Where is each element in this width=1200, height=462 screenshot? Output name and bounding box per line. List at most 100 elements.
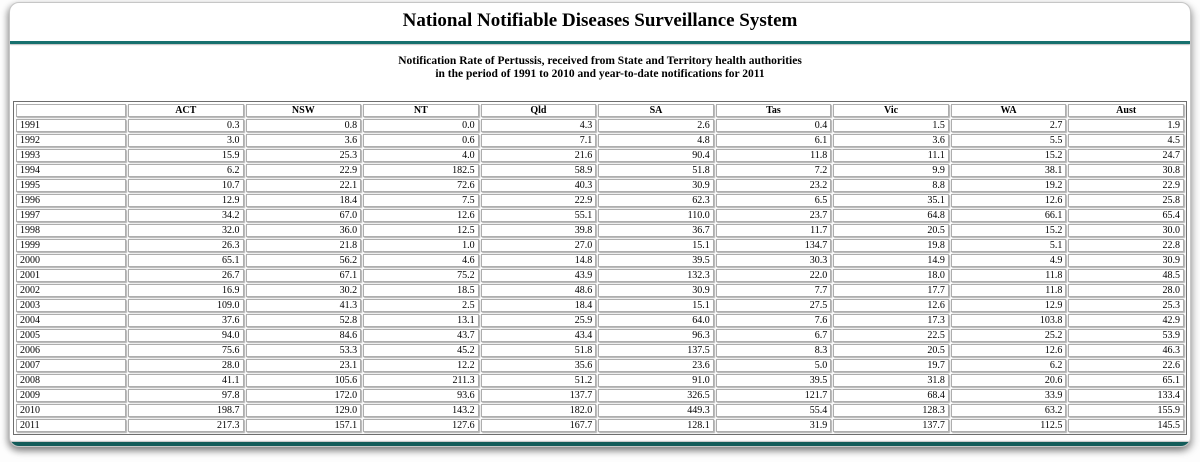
value-cell: 51.8 bbox=[598, 164, 714, 177]
value-cell: 36.7 bbox=[598, 224, 714, 237]
table-header: ACT NSW NT Qld SA Tas Vic WA Aust bbox=[16, 104, 1184, 117]
value-cell: 66.1 bbox=[950, 209, 1067, 222]
value-cell: 35.1 bbox=[833, 194, 949, 207]
value-cell: 157.1 bbox=[245, 419, 362, 432]
value-cell: 3.6 bbox=[245, 134, 362, 147]
value-cell: 12.5 bbox=[363, 224, 479, 237]
table-row: 2011 217.3 157.1 127.6 167.7 128.1 31.9 137.7 11… bbox=[16, 419, 1184, 432]
value-cell: 1.9 bbox=[1068, 119, 1184, 132]
value-cell: 4.3 bbox=[480, 119, 597, 132]
value-cell: 43.4 bbox=[480, 329, 597, 342]
report-subtitle-line2: in the period of 1991 to 2010 and year-t… bbox=[435, 68, 765, 80]
year-cell: 2001 bbox=[16, 269, 126, 282]
value-cell: 4.6 bbox=[363, 254, 479, 267]
value-cell: 17.3 bbox=[833, 314, 949, 327]
value-cell: 41.1 bbox=[128, 374, 244, 387]
value-cell: 39.5 bbox=[715, 374, 832, 387]
value-cell: 22.9 bbox=[480, 194, 597, 207]
year-cell: 1993 bbox=[16, 149, 126, 162]
value-cell: 19.8 bbox=[833, 239, 949, 252]
value-cell: 90.4 bbox=[598, 149, 714, 162]
value-cell: 10.7 bbox=[128, 179, 244, 192]
value-cell: 1.5 bbox=[833, 119, 949, 132]
value-cell: 52.8 bbox=[245, 314, 362, 327]
value-cell: 43.7 bbox=[363, 329, 479, 342]
value-cell: 37.6 bbox=[128, 314, 244, 327]
column-header: Vic bbox=[833, 104, 949, 117]
value-cell: 132.3 bbox=[598, 269, 714, 282]
value-cell: 33.9 bbox=[950, 389, 1067, 402]
column-header: SA bbox=[598, 104, 714, 117]
column-header: NT bbox=[363, 104, 479, 117]
value-cell: 12.6 bbox=[363, 209, 479, 222]
table-row: 1995 10.7 22.1 72.6 40.3 30.9 23.2 8.8 19.2 22.9 bbox=[16, 179, 1184, 192]
value-cell: 4.0 bbox=[363, 149, 479, 162]
value-cell: 22.1 bbox=[245, 179, 362, 192]
table-row: 2005 94.0 84.6 43.7 43.4 96.3 6.7 22.5 25.2 53.9 bbox=[16, 329, 1184, 342]
value-cell: 4.9 bbox=[950, 254, 1067, 267]
year-cell: 1998 bbox=[16, 224, 126, 237]
value-cell: 75.2 bbox=[363, 269, 479, 282]
year-cell: 1995 bbox=[16, 179, 126, 192]
value-cell: 11.8 bbox=[950, 284, 1067, 297]
value-cell: 25.8 bbox=[1068, 194, 1184, 207]
value-cell: 326.5 bbox=[598, 389, 714, 402]
value-cell: 16.9 bbox=[128, 284, 244, 297]
value-cell: 7.6 bbox=[715, 314, 832, 327]
value-cell: 109.0 bbox=[128, 299, 244, 312]
value-cell: 2.6 bbox=[598, 119, 714, 132]
value-cell: 12.9 bbox=[128, 194, 244, 207]
value-cell: 449.3 bbox=[598, 404, 714, 417]
column-header: Aust bbox=[1068, 104, 1184, 117]
year-cell: 1999 bbox=[16, 239, 126, 252]
value-cell: 25.3 bbox=[245, 149, 362, 162]
value-cell: 0.4 bbox=[715, 119, 832, 132]
value-cell: 25.2 bbox=[950, 329, 1067, 342]
table-row: 2004 37.6 52.8 13.1 25.9 64.0 7.6 17.3 103.8 42.9 bbox=[16, 314, 1184, 327]
value-cell: 22.5 bbox=[833, 329, 949, 342]
value-cell: 48.5 bbox=[1068, 269, 1184, 282]
report-subtitle: Notification Rate of Pertussis, received… bbox=[10, 55, 1190, 81]
value-cell: 18.5 bbox=[363, 284, 479, 297]
column-header: Tas bbox=[715, 104, 832, 117]
value-cell: 30.9 bbox=[598, 179, 714, 192]
value-cell: 30.9 bbox=[598, 284, 714, 297]
value-cell: 62.3 bbox=[598, 194, 714, 207]
year-cell: 1994 bbox=[16, 164, 126, 177]
year-cell: 1996 bbox=[16, 194, 126, 207]
value-cell: 22.9 bbox=[1068, 179, 1184, 192]
value-cell: 11.7 bbox=[715, 224, 832, 237]
value-cell: 46.3 bbox=[1068, 344, 1184, 357]
value-cell: 127.6 bbox=[363, 419, 479, 432]
value-cell: 12.6 bbox=[833, 299, 949, 312]
report-subtitle-line1: Notification Rate of Pertussis, received… bbox=[398, 55, 802, 67]
value-cell: 39.8 bbox=[480, 224, 597, 237]
value-cell: 41.3 bbox=[245, 299, 362, 312]
value-cell: 182.5 bbox=[363, 164, 479, 177]
value-cell: 11.8 bbox=[715, 149, 832, 162]
value-cell: 6.2 bbox=[128, 164, 244, 177]
value-cell: 172.0 bbox=[245, 389, 362, 402]
value-cell: 56.2 bbox=[245, 254, 362, 267]
value-cell: 155.9 bbox=[1068, 404, 1184, 417]
year-cell: 2010 bbox=[16, 404, 126, 417]
value-cell: 65.1 bbox=[128, 254, 244, 267]
value-cell: 167.7 bbox=[480, 419, 597, 432]
value-cell: 20.5 bbox=[833, 344, 949, 357]
value-cell: 91.0 bbox=[598, 374, 714, 387]
value-cell: 5.5 bbox=[950, 134, 1067, 147]
value-cell: 198.7 bbox=[128, 404, 244, 417]
title-divider-rule bbox=[10, 41, 1190, 44]
value-cell: 19.7 bbox=[833, 359, 949, 372]
value-cell: 27.0 bbox=[480, 239, 597, 252]
value-cell: 32.0 bbox=[128, 224, 244, 237]
table-row: 1994 6.2 22.9 182.5 58.9 51.8 7.2 9.9 38.1 30.8 bbox=[16, 164, 1184, 177]
value-cell: 12.6 bbox=[950, 194, 1067, 207]
value-cell: 34.2 bbox=[128, 209, 244, 222]
value-cell: 67.0 bbox=[245, 209, 362, 222]
value-cell: 63.2 bbox=[950, 404, 1067, 417]
value-cell: 38.1 bbox=[950, 164, 1067, 177]
value-cell: 30.9 bbox=[1068, 254, 1184, 267]
column-header-year bbox=[16, 104, 126, 117]
value-cell: 137.7 bbox=[833, 419, 949, 432]
